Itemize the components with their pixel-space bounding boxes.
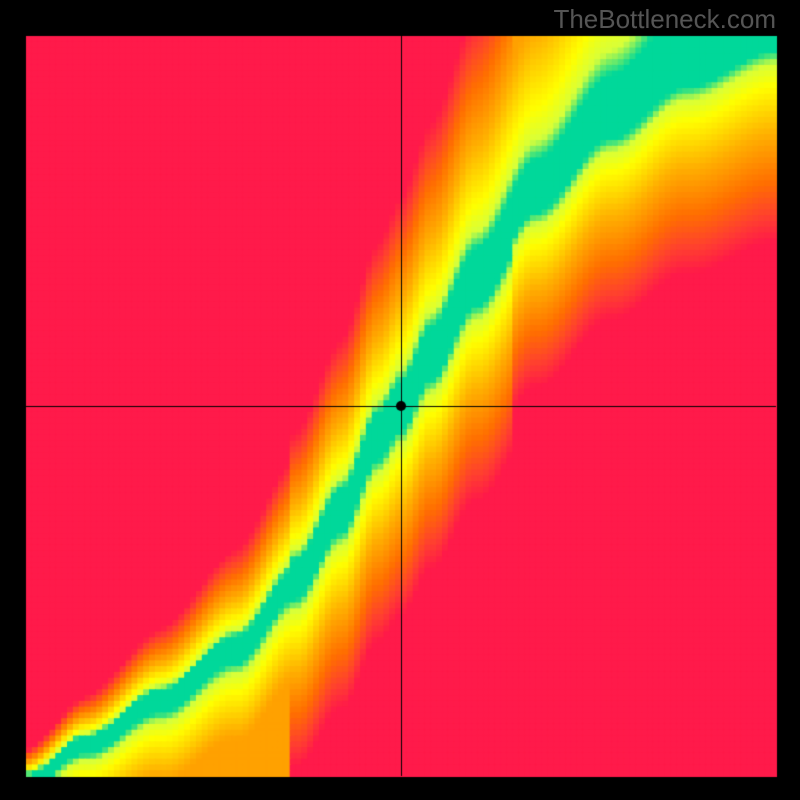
watermark-text: TheBottleneck.com [553,4,776,35]
bottleneck-heatmap [0,0,800,800]
chart-stage: { "watermark": { "text": "TheBottleneck.… [0,0,800,800]
